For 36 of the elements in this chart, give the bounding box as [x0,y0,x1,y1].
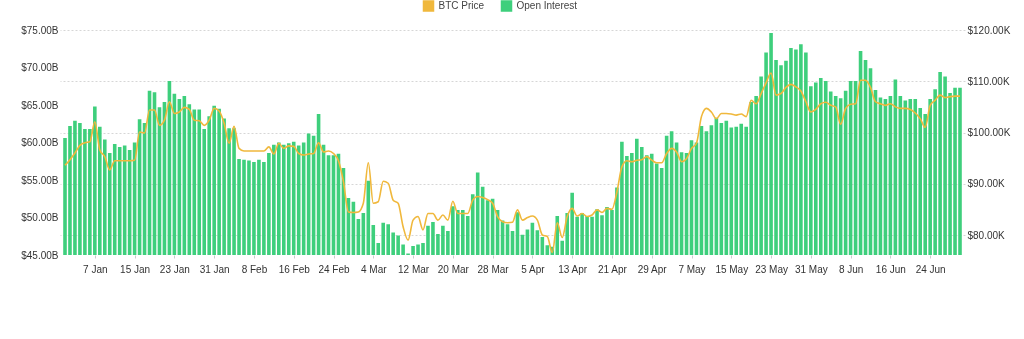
y-tick-label: $55.00B [21,174,59,186]
x-tick-label: 31 Jan [199,263,230,275]
x-tick-label: 8 Jun [838,263,864,275]
x-tick-label: 5 Apr [521,263,546,275]
x-tick-label: 4 Mar [361,263,388,275]
legend-label: BTC Price [438,0,485,11]
y-tick-label: $50.00B [21,212,59,223]
x-tick-label: 23 May [755,263,788,275]
x-tick-label: 12 Mar [397,263,430,275]
x-tick-label: 15 Jan [120,263,151,275]
x-tick-label: 28 Mar [477,263,510,275]
y2-tick-label: $90.00K [967,178,1006,190]
y-tick-label: $65.00B [21,99,59,111]
x-tick-label: 7 Jan [83,263,108,275]
x-tick-label: 8 Feb [241,263,268,275]
y-tick-label: $70.00B [21,62,59,73]
x-tick-label: 21 Apr [597,263,628,275]
y-tick-label: $45.00B [21,249,59,261]
x-tick-label: 16 Jun [875,263,906,275]
x-tick-label: 23 Jan [159,263,190,275]
y2-tick-label: $110.00K [967,75,1010,87]
y2-tick-label: $120.00K [967,24,1011,36]
x-tick-label: 29 Apr [637,263,668,275]
legend-label: Open Interest [516,0,578,11]
y-tick-label: $75.00B [21,24,59,36]
x-tick-label: 24 Feb [318,263,350,275]
y-tick-label: $60.00B [21,137,59,148]
y2-tick-label: $100.00K [967,127,1011,139]
x-tick-label: 15 May [715,263,749,275]
x-tick-label: 7 May [678,263,706,275]
x-tick-label: 16 Feb [278,263,311,275]
x-tick-label: 13 Apr [558,263,588,275]
y2-tick-label: $80.00K [967,229,1006,241]
x-tick-label: 24 Jun [915,263,946,275]
x-tick-label: 20 Mar [437,263,470,275]
x-tick-label: 31 May [794,263,828,275]
